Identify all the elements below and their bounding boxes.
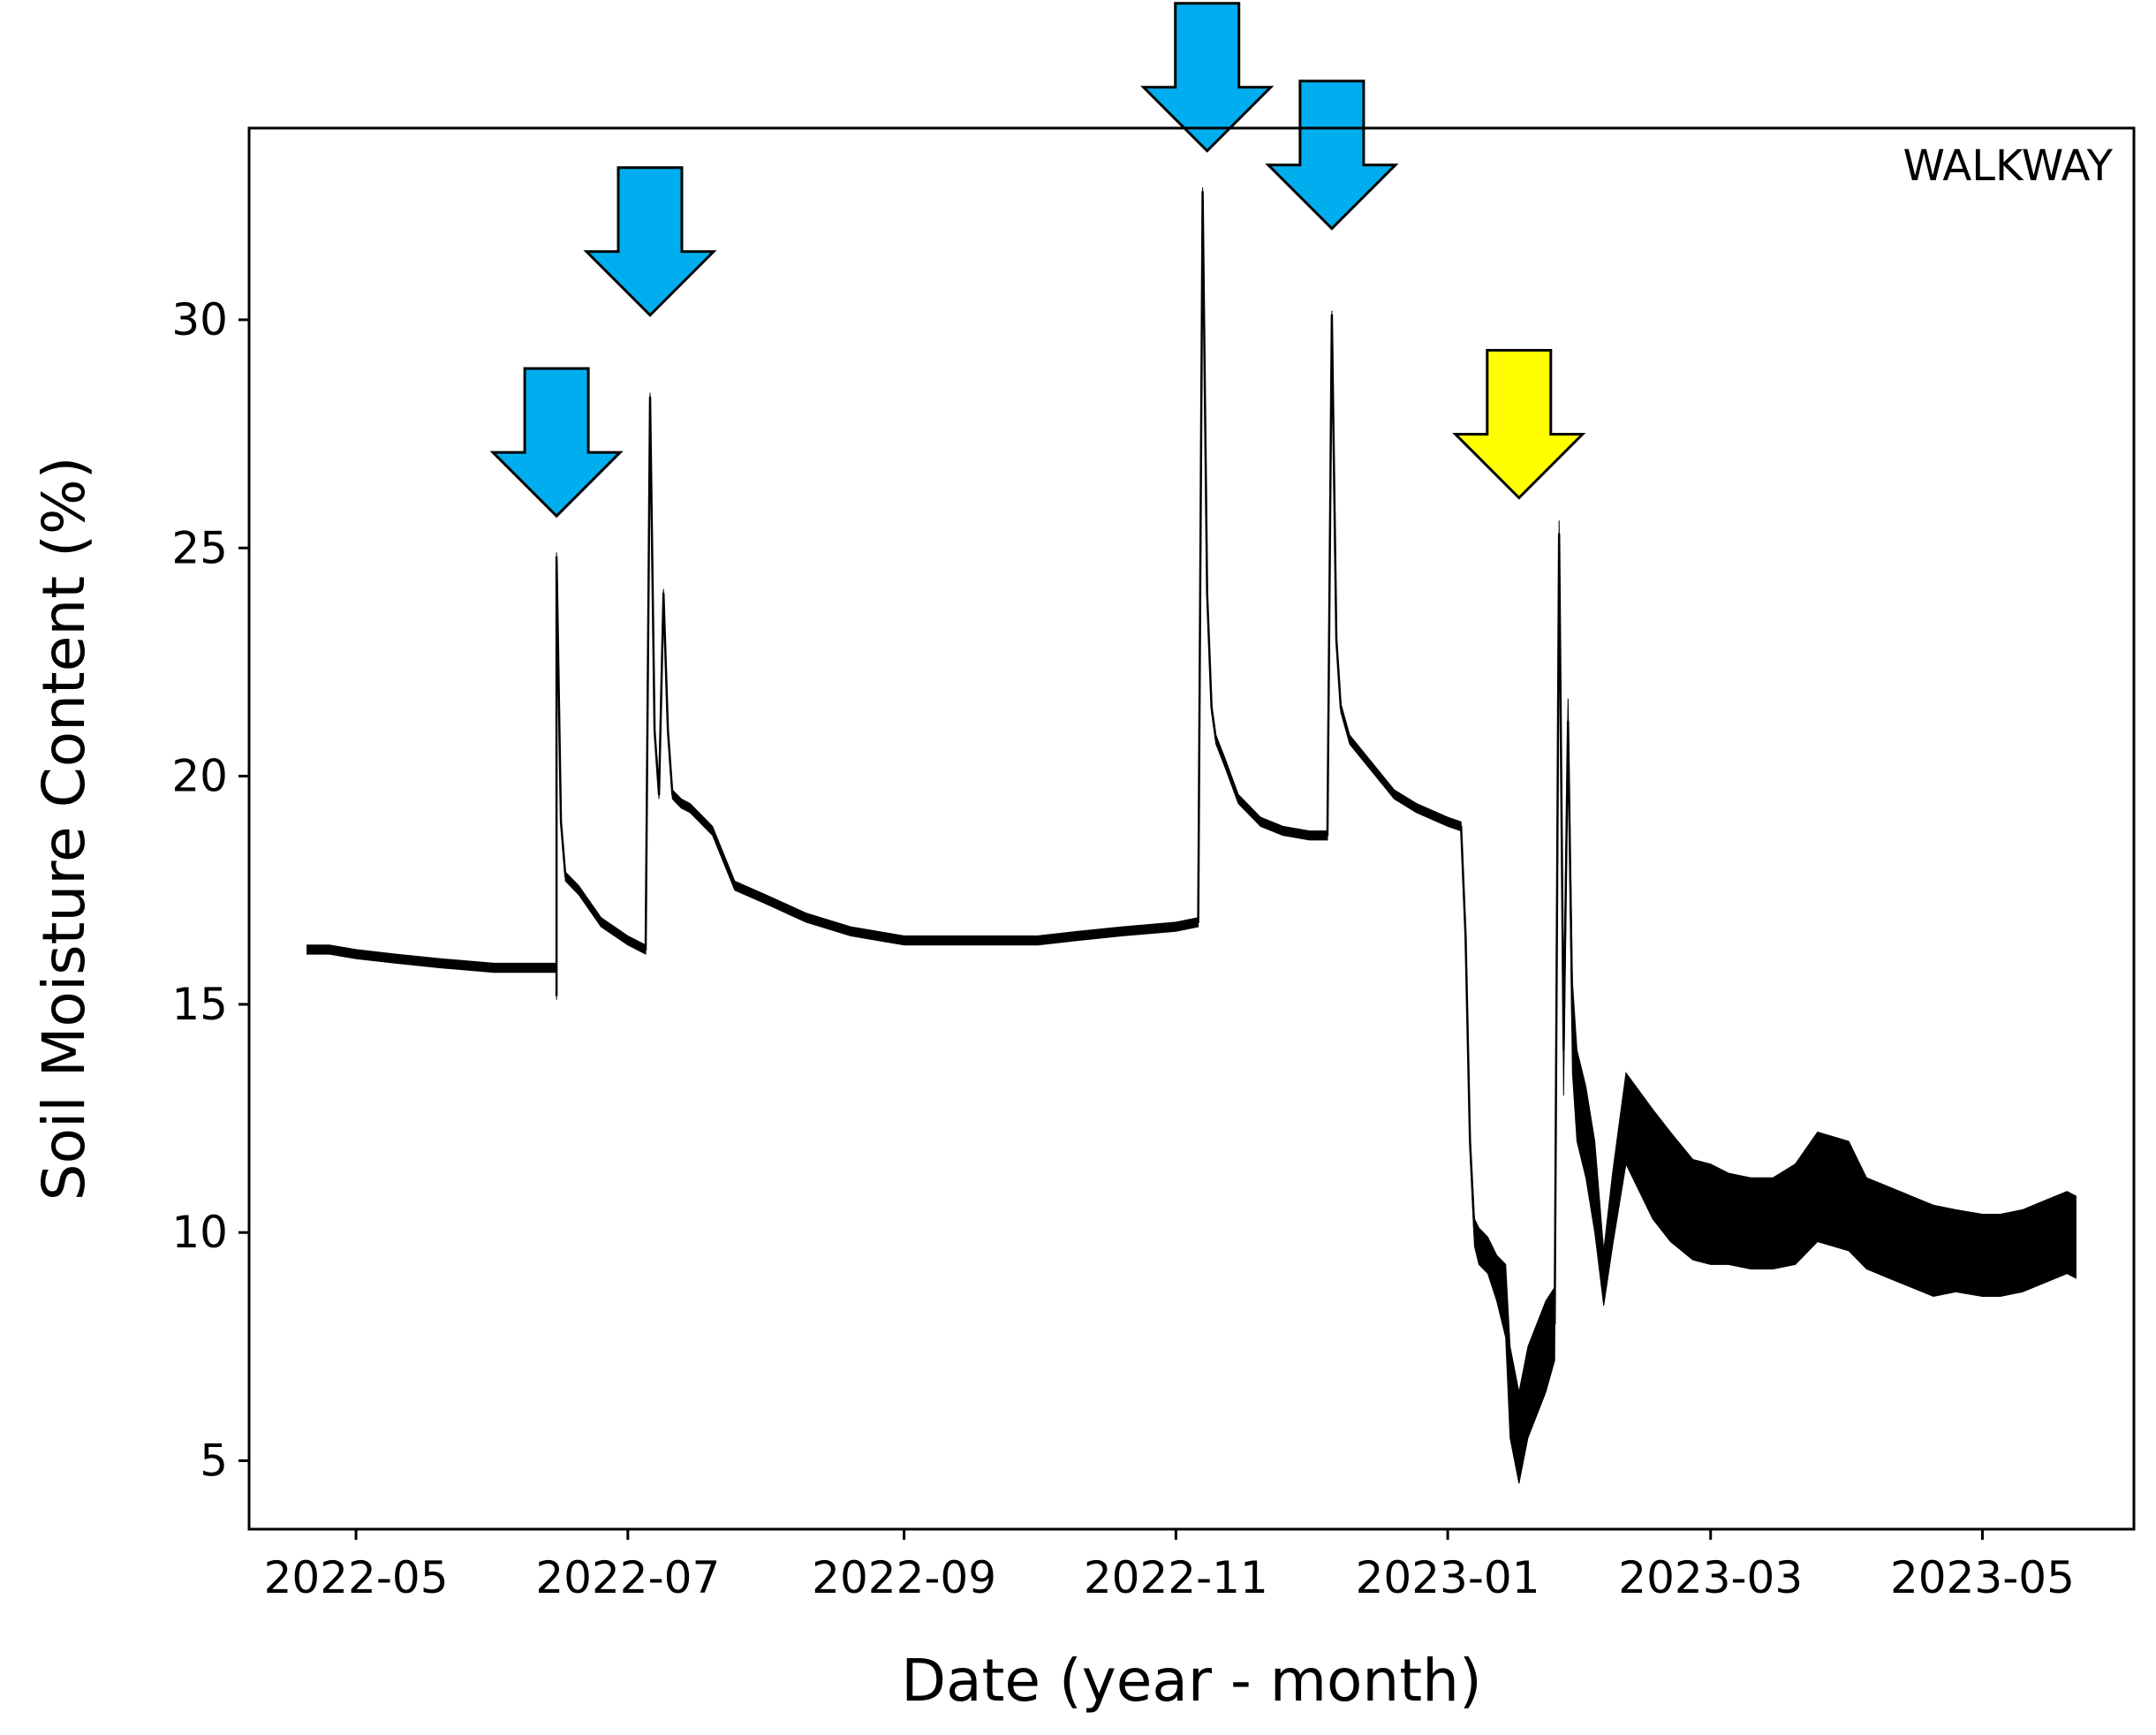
- series-line: [306, 191, 2077, 1439]
- x-axis-label: Date (year - month): [901, 1647, 1481, 1715]
- data-layer: [306, 187, 2077, 1484]
- y-tick-label: 25: [171, 522, 228, 573]
- x-tick-label: 2022-05: [264, 1552, 449, 1603]
- y-tick-label: 20: [171, 751, 228, 802]
- x-tick-label: 2023-03: [1618, 1552, 1803, 1603]
- x-tick-label: 2023-01: [1356, 1552, 1540, 1603]
- panel-label: WALKWAY: [1903, 141, 2114, 191]
- x-tick-label: 2022-09: [812, 1552, 996, 1603]
- x-tick-label: 2022-07: [535, 1552, 720, 1603]
- x-tick-label: 2022-11: [1084, 1552, 1268, 1603]
- down-arrow-icon: [583, 166, 717, 317]
- down-arrow-icon: [1140, 2, 1275, 153]
- y-axis-label: Soil Moisture Content (%): [30, 457, 98, 1201]
- series-noise-band: [306, 187, 2077, 1484]
- x-tick-label: 2023-05: [1890, 1552, 2075, 1603]
- x-axis-ticks: 2022-05 2022-07 2022-09 2022-11 2023-01 2023-…: [264, 1529, 2075, 1603]
- y-axis-ticks: 5 10 15 20 25 30: [171, 294, 249, 1487]
- y-tick-label: 5: [200, 1436, 228, 1487]
- down-arrow-icon: [489, 367, 624, 519]
- down-arrow-icon: [1452, 349, 1586, 500]
- y-tick-label: 15: [171, 979, 228, 1030]
- annotation-arrows: [489, 2, 1586, 519]
- down-arrow-icon: [1265, 80, 1399, 231]
- plot-frame: [247, 126, 2136, 1531]
- y-tick-label: 30: [171, 294, 228, 345]
- y-tick-label: 10: [171, 1207, 228, 1258]
